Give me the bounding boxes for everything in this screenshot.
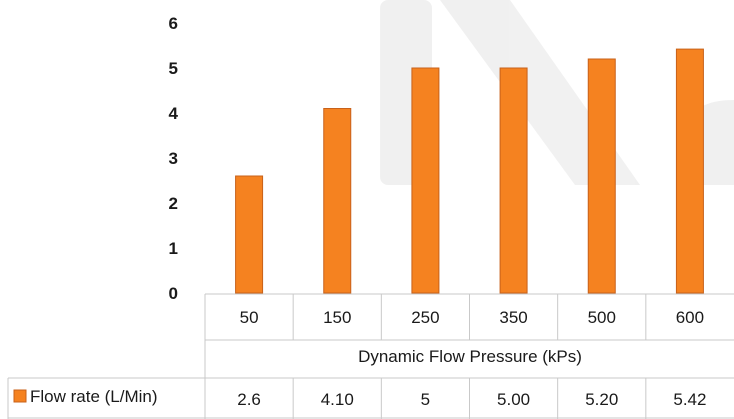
data-table-value: 5.00: [497, 390, 530, 409]
bar: [411, 67, 440, 294]
y-tick-label: 4: [169, 104, 179, 123]
x-tick-label: 250: [411, 308, 439, 327]
data-table-value: 5: [421, 390, 430, 409]
x-tick-label: 50: [240, 308, 259, 327]
legend-label: Flow rate (L/Min): [30, 387, 158, 406]
y-tick-label: 6: [169, 14, 178, 33]
x-axis-title: Dynamic Flow Pressure (kPs): [358, 347, 582, 366]
bar: [323, 108, 352, 294]
x-tick-label: 150: [323, 308, 351, 327]
x-tick-label: 350: [499, 308, 527, 327]
y-tick-label: 1: [169, 239, 178, 258]
y-tick-label: 2: [169, 194, 178, 213]
bar: [499, 67, 528, 294]
bar: [235, 175, 264, 294]
legend-key: Flow rate (L/Min): [13, 387, 158, 406]
data-table-value: 5.42: [673, 390, 706, 409]
bar: [587, 58, 616, 294]
legend-swatch: [13, 389, 27, 403]
data-table-value: 4.10: [321, 390, 354, 409]
data-table-value: 2.6: [237, 390, 261, 409]
x-tick-label: 500: [588, 308, 616, 327]
x-tick-label: 600: [676, 308, 704, 327]
data-table-value: 5.20: [585, 390, 618, 409]
y-tick-label: 3: [169, 149, 178, 168]
y-tick-label: 5: [169, 59, 178, 78]
y-tick-label: 0: [169, 284, 178, 303]
bar: [675, 48, 704, 294]
